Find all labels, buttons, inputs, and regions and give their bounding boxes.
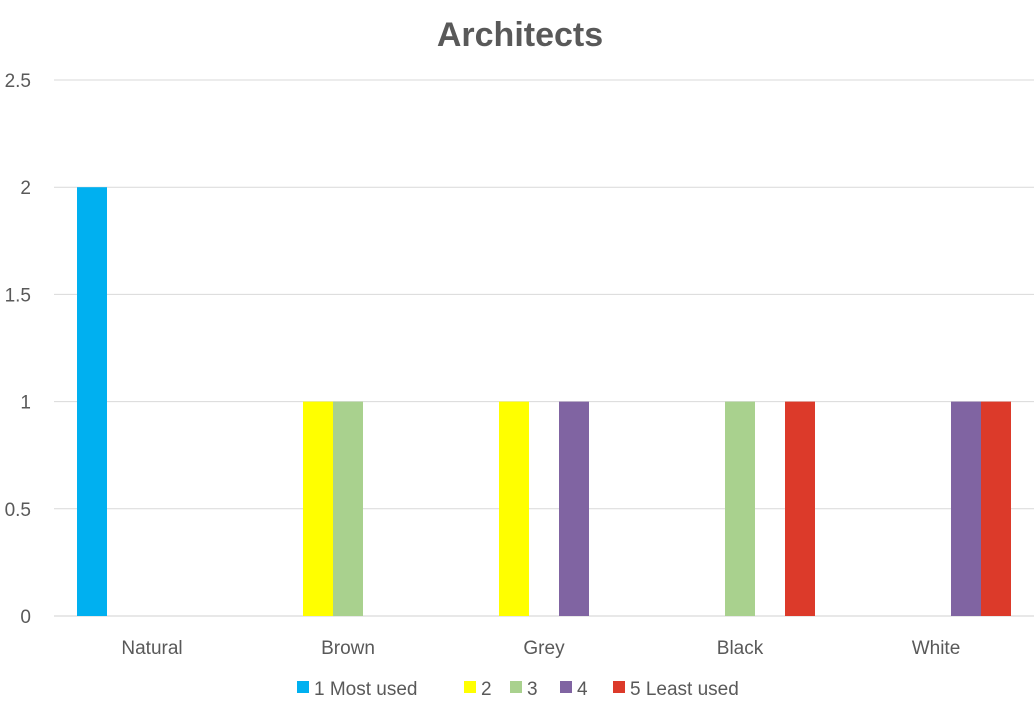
bar <box>303 401 333 616</box>
bar <box>77 187 107 616</box>
legend-swatch <box>613 681 625 693</box>
legend-label: 5 Least used <box>630 679 739 700</box>
y-tick-label: 0 <box>20 607 31 628</box>
chart-title: Architects <box>437 16 603 54</box>
bar <box>725 401 755 616</box>
legend-swatch <box>510 681 522 693</box>
legend-swatch <box>297 681 309 693</box>
legend-label: 1 Most used <box>314 679 418 700</box>
legend-swatch <box>464 681 476 693</box>
y-tick-label: 1 <box>20 393 31 414</box>
legend-label: 2 <box>481 679 492 700</box>
y-tick-label: 2 <box>20 178 31 199</box>
x-tick-label: Natural <box>121 638 182 659</box>
y-tick-label: 0.5 <box>5 500 31 521</box>
x-tick-label: Black <box>717 638 764 659</box>
y-tick-label: 1.5 <box>5 285 31 306</box>
bar <box>981 401 1011 616</box>
x-tick-label: Brown <box>321 638 375 659</box>
bar <box>333 401 363 616</box>
x-tick-label: White <box>912 638 961 659</box>
legend-label: 4 <box>577 679 588 700</box>
bar <box>559 401 589 616</box>
x-tick-label: Grey <box>523 638 565 659</box>
bar <box>951 401 981 616</box>
legend-swatch <box>560 681 572 693</box>
bar <box>785 401 815 616</box>
bar <box>499 401 529 616</box>
y-tick-label: 2.5 <box>5 71 31 92</box>
legend-label: 3 <box>527 679 538 700</box>
